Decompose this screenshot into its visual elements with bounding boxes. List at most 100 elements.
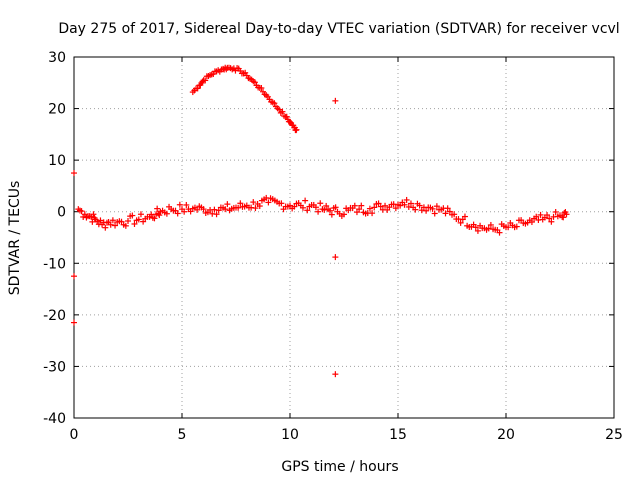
y-tick-label: 0	[57, 205, 66, 221]
y-tick-label: -20	[43, 308, 66, 324]
y-tick-label: 30	[48, 50, 66, 66]
data-point	[306, 203, 313, 210]
data-point	[557, 212, 563, 219]
data-point	[351, 202, 358, 209]
data-point	[194, 85, 201, 92]
data-point-outlier	[332, 97, 339, 104]
data-point	[213, 211, 220, 218]
data-point	[358, 202, 365, 209]
data-point	[202, 77, 209, 84]
data-point	[431, 210, 438, 217]
data-point	[518, 217, 525, 224]
data-point	[500, 223, 507, 230]
data-point-outlier	[332, 254, 339, 261]
y-tick-labels: 30 20 10 0 -10 -20 -30 -40	[43, 50, 66, 427]
data-point	[199, 78, 206, 85]
x-tick-label: 10	[281, 427, 299, 443]
data-point	[237, 200, 244, 207]
data-point-outlier	[71, 170, 77, 177]
data-point	[403, 196, 410, 203]
data-point	[461, 213, 468, 220]
x-tick-label: 15	[389, 427, 407, 443]
data-point	[312, 204, 319, 211]
data-point	[198, 204, 205, 211]
data-point	[407, 200, 414, 207]
data-point	[505, 224, 512, 231]
data-point	[112, 222, 119, 229]
data-point	[328, 211, 335, 218]
x-tick-labels: 0 5 10 15 20 25	[70, 427, 623, 443]
x-tick-label: 20	[497, 427, 515, 443]
data-point	[95, 221, 102, 228]
data-point	[90, 211, 97, 218]
data-point	[295, 200, 302, 207]
data-point	[442, 210, 449, 217]
data-point	[103, 219, 110, 226]
data-point	[392, 205, 399, 212]
data-point-outlier	[71, 273, 77, 280]
y-tick-label: 10	[48, 153, 66, 169]
data-point	[401, 201, 408, 208]
data-point	[496, 229, 503, 236]
data-point	[548, 218, 555, 225]
data-point	[546, 215, 553, 222]
data-point	[382, 202, 389, 209]
data-point	[397, 202, 404, 209]
data-point	[102, 224, 109, 231]
data-point	[561, 209, 568, 216]
data-point	[509, 222, 516, 229]
data-point	[326, 207, 333, 214]
y-axis-label: SDTVAR / TECUs	[7, 181, 23, 296]
data-point	[278, 200, 285, 207]
data-point	[487, 221, 494, 228]
data-point	[560, 214, 567, 221]
data-point	[194, 206, 201, 213]
data-point	[552, 208, 559, 215]
data-point	[86, 213, 93, 220]
data-point	[265, 199, 272, 206]
data-point	[78, 208, 85, 215]
data-point	[451, 211, 458, 218]
data-point	[250, 199, 257, 206]
data-point	[371, 204, 378, 211]
data-point	[183, 201, 190, 208]
data-point	[315, 208, 322, 215]
y-tick-label: -30	[43, 359, 66, 375]
data-point	[148, 211, 155, 218]
data-point	[118, 218, 125, 225]
data-point	[166, 203, 173, 210]
data-point	[137, 211, 144, 218]
data-point	[292, 127, 299, 134]
y-tick-label: -40	[43, 411, 66, 427]
data-point	[122, 222, 129, 229]
data-point	[353, 209, 360, 216]
data-point	[274, 105, 281, 112]
data-point	[436, 206, 443, 213]
data-point	[261, 91, 268, 98]
data-point	[341, 211, 347, 218]
data-point	[485, 225, 492, 232]
data-point	[377, 203, 384, 210]
data-point	[154, 205, 161, 212]
data-point	[302, 197, 309, 204]
data-point	[242, 69, 249, 76]
data-point	[375, 200, 382, 207]
data-point	[151, 215, 158, 222]
data-point	[107, 221, 114, 228]
data-point	[144, 213, 151, 220]
data-point	[109, 217, 116, 224]
data-point	[423, 207, 430, 214]
data-point	[366, 205, 373, 212]
data-point	[414, 200, 421, 207]
data-point	[490, 226, 497, 233]
data-point	[133, 217, 140, 224]
data-point	[156, 212, 163, 219]
data-point	[284, 203, 291, 210]
data-point	[321, 206, 328, 213]
data-point	[412, 206, 419, 213]
data-point	[562, 209, 569, 216]
data-point	[479, 225, 486, 232]
data-point-outlier	[332, 371, 339, 378]
data-point	[283, 113, 290, 120]
